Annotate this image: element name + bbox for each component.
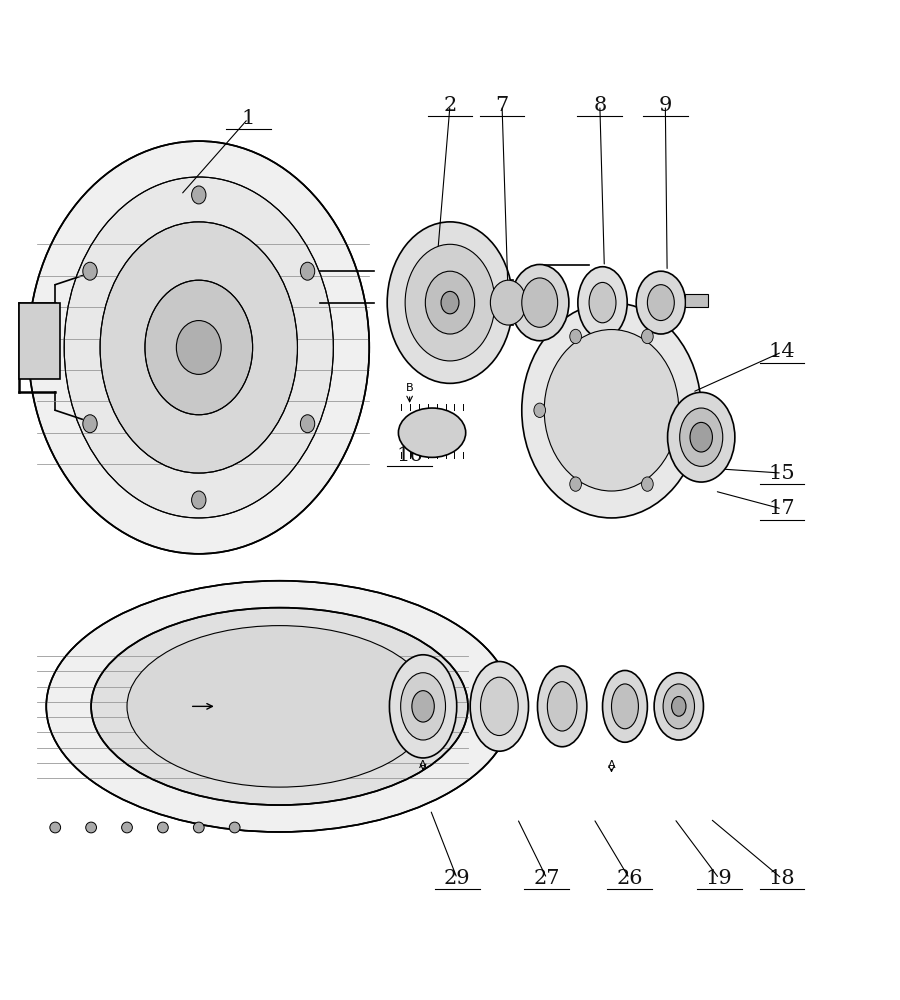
Ellipse shape	[642, 477, 653, 491]
Ellipse shape	[491, 280, 526, 325]
Ellipse shape	[176, 321, 221, 374]
Text: 9: 9	[659, 96, 672, 115]
Ellipse shape	[122, 822, 132, 833]
Ellipse shape	[194, 822, 204, 833]
Text: 15: 15	[769, 464, 796, 483]
Ellipse shape	[192, 186, 206, 204]
Ellipse shape	[127, 626, 432, 787]
Text: A: A	[419, 760, 427, 770]
Text: 7: 7	[495, 96, 508, 115]
Ellipse shape	[301, 262, 315, 280]
Ellipse shape	[537, 666, 587, 747]
Text: B: B	[549, 392, 557, 402]
Ellipse shape	[668, 392, 735, 482]
Ellipse shape	[230, 822, 240, 833]
Bar	[685, 294, 707, 307]
Ellipse shape	[400, 673, 446, 740]
Ellipse shape	[642, 329, 653, 344]
Ellipse shape	[570, 329, 581, 344]
Ellipse shape	[412, 691, 435, 722]
Ellipse shape	[86, 822, 96, 833]
Ellipse shape	[390, 655, 456, 758]
Bar	[19, 303, 59, 379]
Ellipse shape	[522, 278, 558, 327]
Ellipse shape	[611, 684, 638, 729]
Text: 16: 16	[396, 446, 423, 465]
Ellipse shape	[602, 670, 647, 742]
Ellipse shape	[83, 262, 97, 280]
Ellipse shape	[91, 608, 468, 805]
Ellipse shape	[654, 673, 704, 740]
Ellipse shape	[83, 415, 97, 433]
Ellipse shape	[301, 415, 315, 433]
Text: 19: 19	[706, 869, 733, 888]
Text: 2: 2	[444, 96, 456, 115]
Ellipse shape	[570, 477, 581, 491]
Text: A: A	[608, 760, 616, 770]
Ellipse shape	[46, 581, 513, 832]
Text: 17: 17	[769, 499, 796, 518]
Ellipse shape	[578, 267, 627, 339]
Ellipse shape	[544, 330, 679, 491]
Ellipse shape	[522, 303, 701, 518]
Ellipse shape	[680, 408, 723, 466]
Ellipse shape	[690, 422, 713, 452]
Ellipse shape	[534, 403, 545, 417]
Ellipse shape	[510, 264, 569, 341]
Ellipse shape	[145, 280, 253, 415]
Ellipse shape	[405, 244, 495, 361]
Ellipse shape	[28, 141, 369, 554]
Text: 1: 1	[241, 109, 255, 128]
Ellipse shape	[678, 403, 689, 417]
Ellipse shape	[547, 682, 577, 731]
Ellipse shape	[399, 408, 465, 457]
Text: 8: 8	[593, 96, 607, 115]
Ellipse shape	[470, 662, 528, 751]
Text: B: B	[406, 383, 413, 393]
Ellipse shape	[192, 491, 206, 509]
Ellipse shape	[636, 271, 686, 334]
Text: 18: 18	[769, 869, 796, 888]
Text: 26: 26	[616, 869, 643, 888]
Text: 27: 27	[534, 869, 560, 888]
Ellipse shape	[481, 677, 518, 736]
Text: 14: 14	[769, 342, 796, 361]
Ellipse shape	[426, 271, 474, 334]
Ellipse shape	[590, 282, 616, 323]
Ellipse shape	[387, 222, 513, 383]
Ellipse shape	[50, 822, 60, 833]
Ellipse shape	[100, 222, 298, 473]
Ellipse shape	[441, 291, 459, 314]
Ellipse shape	[663, 684, 695, 729]
Ellipse shape	[647, 285, 674, 321]
Ellipse shape	[158, 822, 168, 833]
Ellipse shape	[671, 696, 686, 716]
Ellipse shape	[64, 177, 333, 518]
Text: 29: 29	[444, 869, 471, 888]
